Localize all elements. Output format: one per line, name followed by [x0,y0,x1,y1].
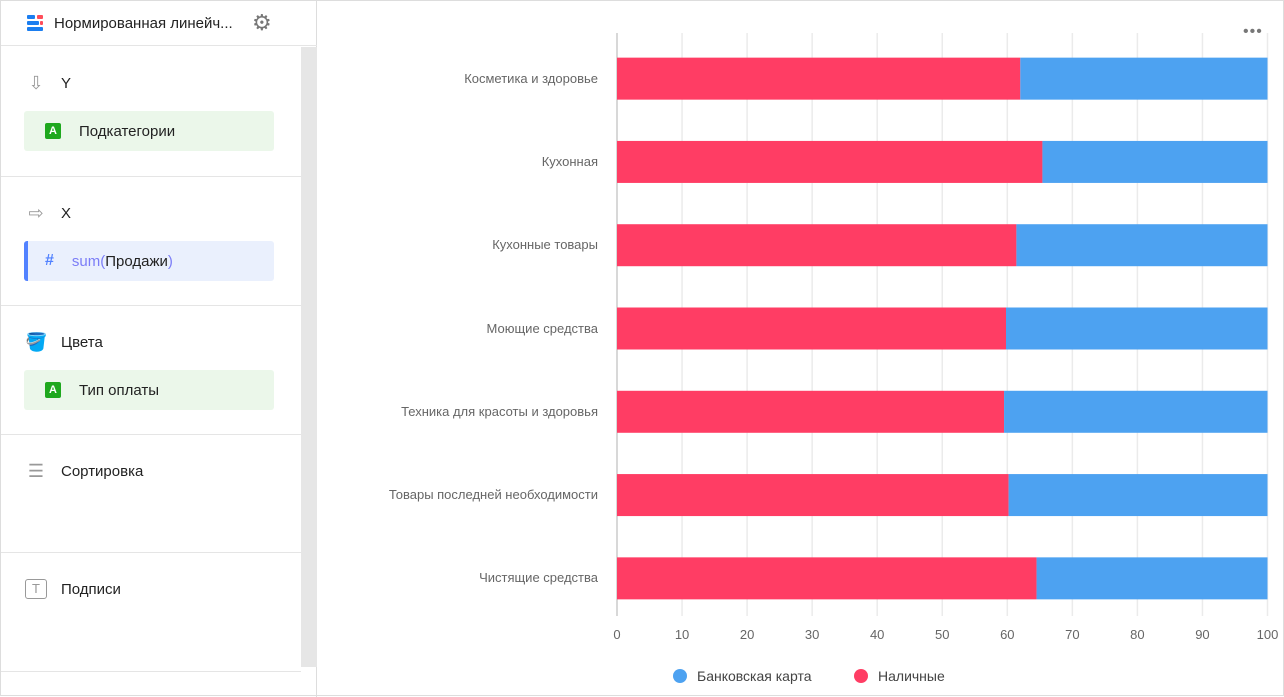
bar-segment-cash[interactable] [617,57,1021,100]
x-tick-label: 60 [1000,627,1015,642]
bar-segment-card[interactable] [1005,307,1268,350]
chart-area: Косметика и здоровье Кухонная Кухонные тов… [317,1,1284,697]
legend-item-cash[interactable]: Наличные [854,668,945,684]
legend-item-card[interactable]: Банковская карта [673,668,811,684]
field-label: Тип оплаты [79,381,160,399]
y-category-label: Косметика и здоровье [464,70,598,86]
y-category-label: Кухонные товары [492,237,598,253]
field-label: Продажи [105,252,168,270]
scrollbar[interactable] [301,47,317,667]
y-category-label: Моющие средства [486,320,598,336]
y-category-label: Товары последней необходимости [388,487,598,503]
section-x: ⇨ X # sum(Продажи) [1,177,301,306]
legend-label: Наличные [878,668,945,684]
legend-dot [854,669,868,683]
section-labels: T Подписи [1,553,301,672]
gear-icon[interactable]: ⚙ [252,10,272,35]
function-name: sum( [71,252,106,270]
field-chip-subcategories[interactable]: A Подкатегории [24,111,274,151]
text-icon: T [25,579,47,599]
bar-segment-card[interactable] [1036,557,1268,600]
section-label: Цвета [61,333,103,351]
section-label: Сортировка [61,462,144,480]
arrow-right-icon: ⇨ [28,202,44,223]
chart-bar-icon [27,15,43,31]
bar-segment-card[interactable] [1042,140,1268,183]
x-tick-label: 10 [674,627,690,642]
x-tick-label: 0 [613,627,621,642]
section-y: ⇩ Y A Подкатегории [1,47,301,177]
bar-segment-cash[interactable] [617,140,1043,183]
bar-segment-card[interactable] [1020,57,1268,100]
x-tick-label: 90 [1195,627,1210,642]
x-tick-label: 100 [1256,627,1279,642]
bar-segment-cash[interactable] [617,224,1017,267]
string-type-icon: A [45,123,61,139]
section-label: Y [61,74,72,92]
bar-segment-card[interactable] [1008,474,1268,517]
section-label: Подписи [61,580,121,598]
x-tick-label: 70 [1065,627,1080,642]
sort-icon: ☰ [27,460,45,481]
function-close: ) [167,252,173,270]
chart-header: Нормированная линейч... ⚙ [1,1,317,46]
x-tick-label: 40 [869,627,885,642]
arrow-down-icon: ⇩ [28,72,44,93]
string-type-icon: A [45,382,61,398]
more-menu-icon[interactable]: ••• [1243,23,1263,40]
section-sort: ☰ Сортировка [1,435,301,553]
section-label: X [61,204,72,222]
x-tick-label: 20 [739,627,755,642]
x-tick-label: 50 [935,627,950,642]
bar-segment-cash[interactable] [617,474,1009,517]
bar-segment-cash[interactable] [617,307,1006,350]
bar-segment-card[interactable] [1004,390,1268,433]
chart-title[interactable]: Нормированная линейч... [54,14,233,32]
x-tick-label: 80 [1130,627,1145,642]
field-chip-sales[interactable]: # sum(Продажи) [24,241,274,281]
bar-segment-card[interactable] [1016,224,1268,267]
field-label: Подкатегории [79,122,176,140]
bar-chart [616,33,1269,616]
field-chip-payment-type[interactable]: A Тип оплаты [24,370,274,410]
paint-bucket-icon: 🪣 [25,331,48,352]
number-type-icon: # [45,252,54,269]
wizard-panel: Нормированная линейч... ⚙ ⇩ Y A Подкатегор… [1,1,317,697]
y-category-label: Чистящие средства [479,570,598,586]
legend-label: Банковская карта [697,668,812,684]
section-colors: 🪣 Цвета A Тип оплаты [1,306,301,435]
bar-segment-cash[interactable] [617,557,1037,600]
y-category-label: Техника для красоты и здоровья [401,403,598,419]
bar-segment-cash[interactable] [617,390,1005,433]
y-category-label: Кухонная [541,153,598,169]
x-tick-label: 30 [804,627,820,642]
legend-dot [673,669,687,683]
